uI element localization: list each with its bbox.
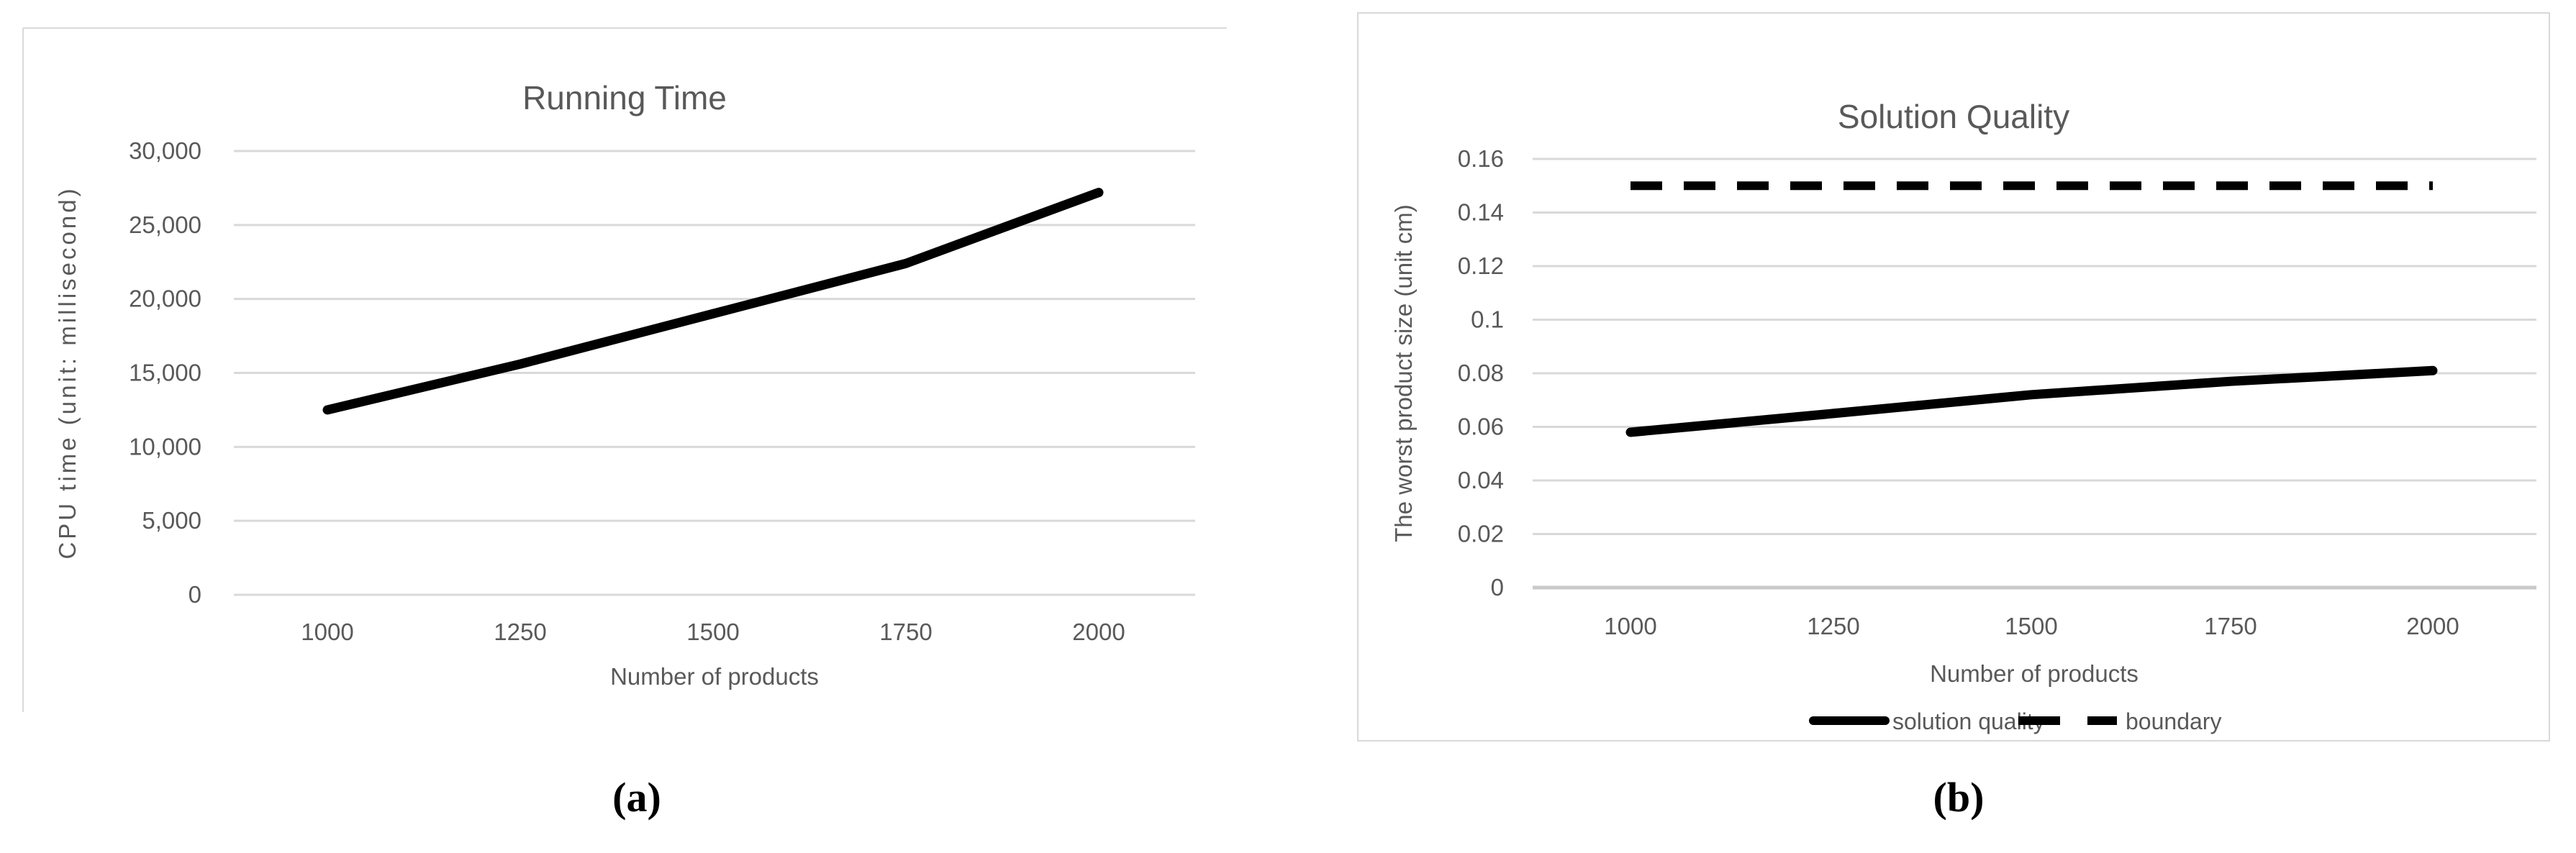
- chart-b-x-tick-labels: 1000 1250 1500 1750 2000: [1604, 613, 2459, 639]
- y-tick-label: 0: [1491, 574, 1504, 601]
- y-tick-label: 0.08: [1458, 360, 1504, 386]
- y-tick-label: 30,000: [129, 137, 201, 164]
- y-tick-label: 25,000: [129, 211, 201, 238]
- running-time-chart: 0 5,000 10,000 15,000 20,000 25,000 30,000 100…: [22, 27, 1227, 821]
- x-tick-label: 2000: [1072, 619, 1125, 645]
- x-tick-label: 2000: [2406, 613, 2459, 639]
- chart-b-gridlines: [1533, 158, 2536, 590]
- caption-b: (b): [1933, 774, 1985, 821]
- x-tick-label: 1500: [2005, 613, 2057, 639]
- y-tick-label: 0.06: [1458, 414, 1504, 440]
- chart-a-y-tick-labels: 0 5,000 10,000 15,000 20,000 25,000 30,000: [129, 137, 201, 608]
- y-tick-label: 10,000: [129, 433, 201, 460]
- y-tick-label: 15,000: [129, 360, 201, 386]
- y-tick-label: 0.04: [1458, 467, 1504, 493]
- chart-a-x-tick-labels: 1000 1250 1500 1750 2000: [301, 619, 1125, 645]
- y-tick-label: 20,000: [129, 286, 201, 312]
- chart-a-x-axis-title: Number of products: [610, 663, 819, 690]
- chart-b-y-axis-title: The worst product size (unit cm): [1390, 204, 1417, 542]
- y-tick-label: 0: [189, 581, 201, 608]
- x-tick-label: 1250: [1807, 613, 1859, 639]
- chart-b-series: [1625, 181, 2438, 437]
- solution-quality-chart: 0 0.02 0.04 0.06 0.08 0.1 0.12 0.14 0.16 1000 125…: [1357, 12, 2550, 821]
- caption-a: (a): [612, 774, 661, 821]
- chart-a-gridlines: [234, 150, 1195, 596]
- x-tick-label: 1500: [686, 619, 739, 645]
- y-tick-label: 0.1: [1471, 306, 1504, 333]
- y-tick-label: 0.02: [1458, 521, 1504, 547]
- x-tick-label: 1750: [879, 619, 932, 645]
- y-tick-label: 0.16: [1458, 145, 1504, 172]
- chart-b-title: Solution Quality: [1838, 98, 2069, 135]
- series-line-solution-quality: [1625, 365, 2438, 437]
- y-tick-label: 0.12: [1458, 252, 1504, 279]
- y-tick-label: 0.14: [1458, 199, 1504, 226]
- legend-label-boundary: boundary: [2126, 708, 2221, 734]
- chart-a-series: [322, 188, 1104, 415]
- chart-b-x-axis-title: Number of products: [1930, 660, 2139, 687]
- chart-b-y-tick-labels: 0 0.02 0.04 0.06 0.08 0.1 0.12 0.14 0.16: [1458, 145, 1504, 601]
- x-tick-label: 1000: [1604, 613, 1656, 639]
- series-line-CPU-time: [322, 188, 1104, 415]
- x-tick-label: 1000: [301, 619, 353, 645]
- chart-a-title: Running Time: [522, 79, 727, 117]
- chart-b-legend: solution quality boundary: [1809, 708, 2221, 734]
- y-tick-label: 5,000: [142, 507, 201, 534]
- chart-b-frame: [1357, 12, 2550, 742]
- chart-a-y-axis-title: CPU time (unit: millisecond): [54, 186, 81, 559]
- x-tick-label: 1750: [2204, 613, 2257, 639]
- x-tick-label: 1250: [494, 619, 546, 645]
